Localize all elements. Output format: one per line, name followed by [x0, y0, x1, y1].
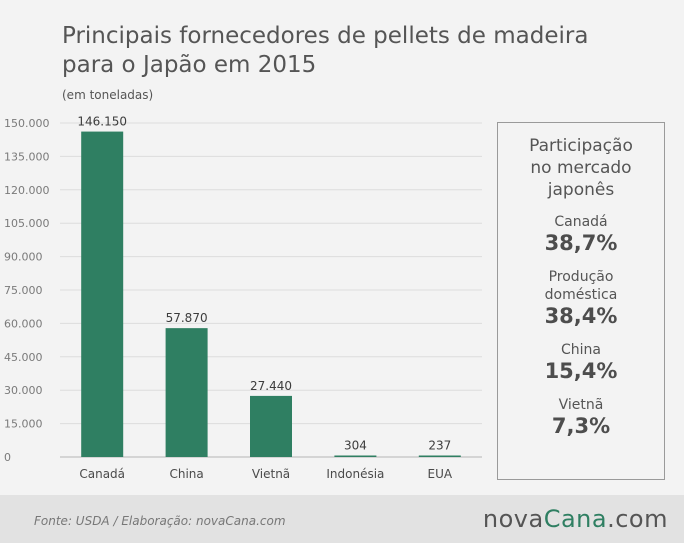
title-line-1: Principais fornecedores de pellets de ma… — [62, 23, 589, 49]
share-value: 38,7% — [544, 231, 618, 255]
bar — [418, 455, 461, 457]
bar — [250, 395, 292, 457]
x-tick-label: Canadá — [79, 467, 125, 481]
data-label: 146.150 — [77, 115, 127, 129]
panel-title-line: Participação — [529, 136, 633, 156]
novacana-logo: novaCana.com — [483, 505, 668, 533]
y-tick-label: 45.000 — [4, 351, 43, 364]
x-tick-label: Indonésia — [326, 467, 384, 481]
footer: Fonte: USDA / Elaboração: novaCana.com n… — [0, 495, 684, 543]
data-label: 57.870 — [166, 311, 208, 325]
share-vietnam: Vietnã 7,3% — [498, 396, 664, 439]
data-label: 237 — [428, 439, 451, 453]
y-tick-label: 150.000 — [4, 117, 50, 130]
share-china: China 15,4% — [498, 341, 664, 384]
bar — [334, 455, 377, 457]
share-label: Vietnã — [558, 397, 604, 413]
bar — [81, 131, 124, 457]
x-tick-label: China — [169, 467, 203, 481]
panel-title-line: japonês — [547, 180, 615, 200]
y-tick-label: 15.000 — [4, 418, 43, 431]
x-tick-label: EUA — [428, 467, 453, 481]
data-label: 27.440 — [250, 379, 292, 393]
y-tick-label: 30.000 — [4, 384, 43, 397]
share-label: Produção — [548, 269, 614, 285]
source-note: Fonte: USDA / Elaboração: novaCana.com — [34, 514, 286, 528]
share-canada: Canadá 38,7% — [498, 213, 664, 256]
share-value: 7,3% — [551, 414, 611, 438]
market-share-panel: Participação no mercado japonês Canadá 3… — [497, 122, 665, 480]
y-tick-label: 105.000 — [4, 217, 50, 230]
share-domestic: Produção doméstica 38,4% — [498, 268, 664, 329]
y-tick-label: 90.000 — [4, 251, 43, 264]
data-label: 304 — [344, 439, 367, 453]
y-tick-label: 75.000 — [4, 284, 43, 297]
x-tick-label: Vietnã — [252, 467, 290, 481]
y-tick-label: 135.000 — [4, 150, 50, 163]
logo-tail: .com — [607, 505, 668, 533]
chart-title: Principais fornecedores de pellets de ma… — [62, 22, 662, 80]
unit-label: (em toneladas) — [62, 88, 154, 102]
bar-chart: 0 15.000 30.000 45.000 60.000 75.000 90.000 105… — [4, 115, 482, 481]
share-label: China — [561, 342, 601, 358]
share-label: doméstica — [544, 287, 618, 303]
bar — [165, 328, 208, 457]
y-tick-label: 120.000 — [4, 184, 50, 197]
panel-title-line: no mercado — [530, 158, 632, 178]
title-line-2: para o Japão em 2015 — [62, 52, 317, 78]
y-tick-label: 0 — [4, 451, 11, 464]
share-value: 15,4% — [544, 359, 618, 383]
share-value: 38,4% — [544, 304, 618, 328]
panel-title: Participação no mercado japonês — [498, 135, 664, 201]
y-tick-label: 60.000 — [4, 317, 43, 330]
logo-accent: Cana — [543, 505, 608, 533]
share-label: Canadá — [554, 214, 608, 230]
logo-main: nova — [482, 505, 544, 533]
